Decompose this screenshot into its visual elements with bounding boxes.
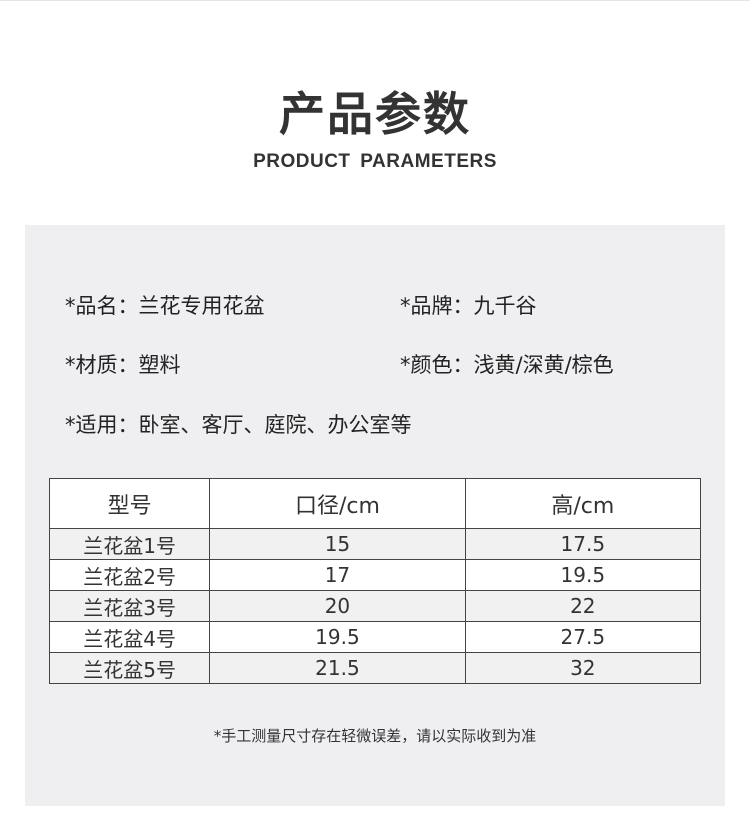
header-diameter: 口径/cm (209, 478, 466, 529)
parameters-panel: *品名：兰花专用花盆 *品牌：九千谷 *材质：塑料 *颜色：浅黄/深黄/棕色 *… (25, 225, 725, 806)
cell-model: 兰花盆1号 (48, 528, 211, 560)
table-row: 兰花盆1号 15 17.5 (48, 528, 702, 560)
info-usage: *适用：卧室、客厅、庭院、办公室等 (65, 413, 412, 437)
divider (0, 0, 750, 1)
page-title: 产品参数 (279, 87, 471, 141)
info-product-name: *品名：兰花专用花盆 (65, 294, 265, 318)
cell-model: 兰花盆3号 (48, 590, 211, 622)
cell-height: 22 (464, 590, 702, 622)
cell-diameter: 15 (209, 528, 466, 560)
cell-diameter: 19.5 (209, 621, 466, 653)
size-table: 型号 口径/cm 高/cm 兰花盆1号 15 17.5 兰花盆2号 17 19.… (48, 478, 702, 684)
cell-model: 兰花盆4号 (48, 621, 211, 653)
cell-model: 兰花盆2号 (48, 559, 211, 591)
table-row: 兰花盆3号 20 22 (48, 590, 702, 622)
cell-diameter: 20 (209, 590, 466, 622)
info-material: *材质：塑料 (65, 353, 181, 377)
page-subtitle: PRODUCT PARAMETERS (253, 151, 497, 172)
measurement-note: *手工测量尺寸存在轻微误差，请以实际收到为准 (213, 727, 537, 745)
info-brand: *品牌：九千谷 (400, 294, 537, 318)
cell-diameter: 21.5 (209, 652, 466, 684)
info-color: *颜色：浅黄/深黄/棕色 (400, 353, 614, 377)
cell-height: 27.5 (464, 621, 702, 653)
cell-model: 兰花盆5号 (48, 652, 211, 684)
table-row: 兰花盆5号 21.5 32 (48, 652, 702, 684)
cell-diameter: 17 (209, 559, 466, 591)
table-header-row: 型号 口径/cm 高/cm (48, 478, 702, 529)
header-model: 型号 (48, 478, 211, 529)
table-row: 兰花盆2号 17 19.5 (48, 559, 702, 591)
table-row: 兰花盆4号 19.5 27.5 (48, 621, 702, 653)
header-height: 高/cm (464, 478, 702, 529)
cell-height: 17.5 (464, 528, 702, 560)
cell-height: 19.5 (464, 559, 702, 591)
cell-height: 32 (464, 652, 702, 684)
